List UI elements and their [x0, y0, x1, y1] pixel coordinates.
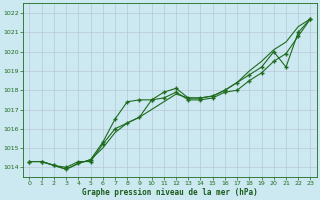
X-axis label: Graphe pression niveau de la mer (hPa): Graphe pression niveau de la mer (hPa) [82, 188, 258, 197]
